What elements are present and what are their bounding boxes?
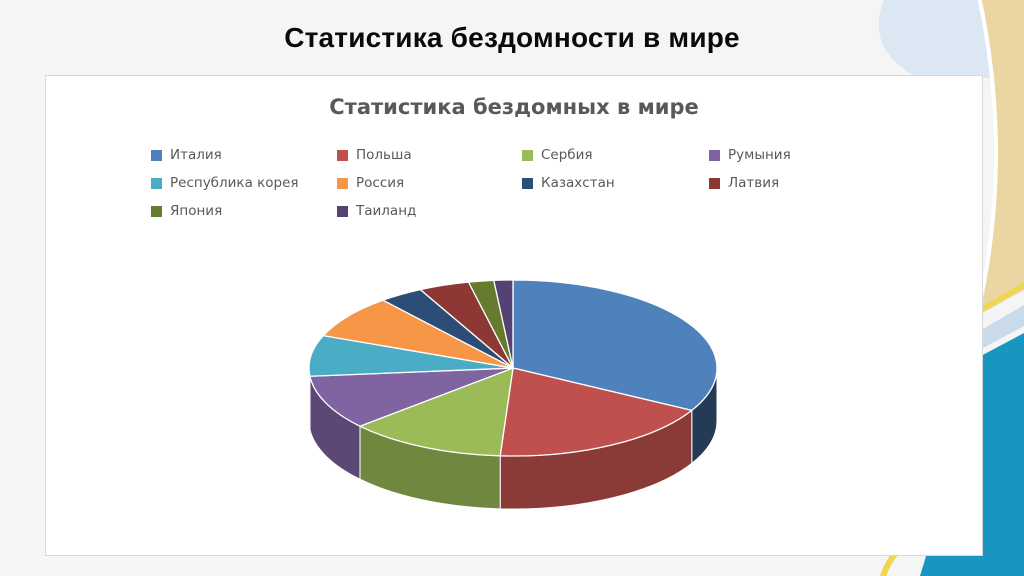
legend-item: Россия — [337, 175, 522, 192]
pie-slice — [308, 334, 514, 377]
legend-item: Румыния — [709, 147, 941, 164]
decor-tan-band — [977, 0, 1024, 316]
legend-item: Таиланд — [337, 203, 522, 220]
legend-swatch — [337, 178, 348, 189]
legend-swatch — [709, 150, 720, 161]
legend-item: Республика корея — [151, 175, 337, 192]
legend-item: Латвия — [709, 175, 941, 192]
pie-slice — [309, 367, 514, 427]
legend-swatch — [337, 206, 348, 217]
legend-item: Италия — [151, 147, 337, 164]
pie-chart — [308, 279, 718, 510]
legend-swatch — [151, 206, 162, 217]
chart-panel: Статистика бездомных в мире Италия Польша… — [45, 75, 983, 556]
legend-swatch — [151, 150, 162, 161]
legend-swatch — [522, 178, 533, 189]
legend-item: Япония — [151, 203, 337, 220]
legend-label: Япония — [170, 203, 223, 219]
chart-title: Статистика бездомных в мире — [329, 95, 699, 119]
legend-item: Польша — [337, 147, 522, 164]
legend-swatch — [522, 150, 533, 161]
legend-label: Казахстан — [541, 175, 615, 191]
pie-slice — [359, 367, 514, 457]
pie-slice — [493, 279, 514, 369]
legend-item: Сербия — [522, 147, 709, 164]
pie-slice — [499, 367, 693, 457]
legend-swatch — [709, 178, 720, 189]
legend-label: Сербия — [541, 147, 593, 163]
decor-white-curve — [975, 0, 998, 317]
legend-label: Италия — [170, 147, 222, 163]
legend-label: Таиланд — [356, 203, 417, 219]
legend-label: Румыния — [728, 147, 791, 163]
legend-label: Латвия — [728, 175, 780, 191]
legend-swatch — [337, 150, 348, 161]
slide-title: Статистика бездомности в мире — [284, 22, 740, 53]
legend-item: Казахстан — [522, 175, 709, 192]
pie-slice — [512, 279, 718, 412]
legend-label: Россия — [356, 175, 405, 191]
decor-blue-blob — [878, 0, 998, 78]
legend-swatch — [151, 178, 162, 189]
pie-slice — [322, 299, 514, 369]
legend-label: Республика корея — [170, 175, 299, 191]
legend-label: Польша — [356, 147, 412, 163]
chart-legend: Италия Польша Сербия Румыния Республика коре… — [151, 147, 941, 220]
